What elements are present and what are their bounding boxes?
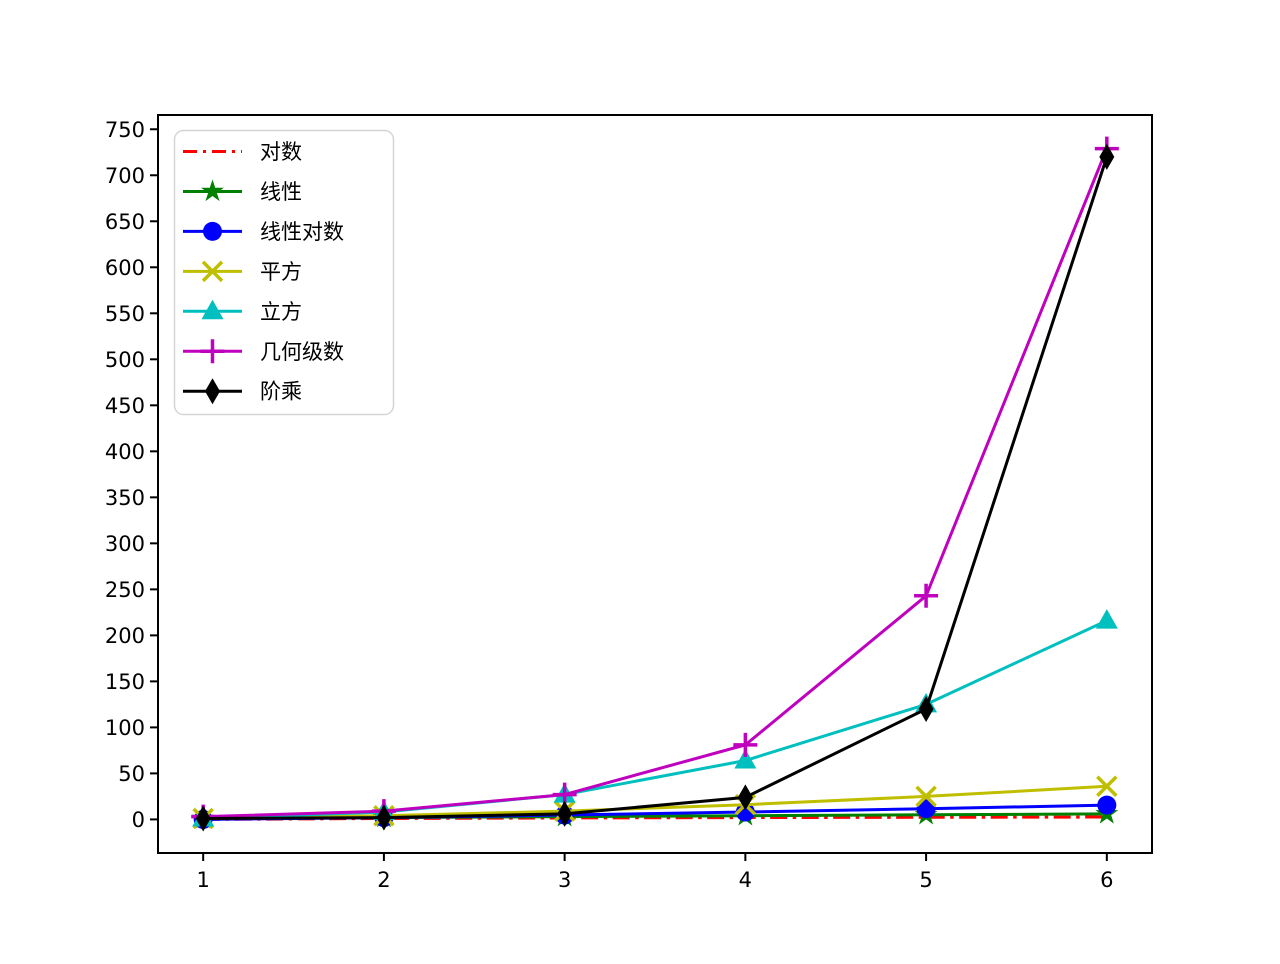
legend-label: 线性对数 xyxy=(260,220,344,244)
thin-diamond-marker xyxy=(918,695,934,722)
legend-entry-cube: 立方 xyxy=(183,299,302,324)
legend-entry-log: 对数 xyxy=(183,140,302,164)
plot-frame xyxy=(157,114,1153,854)
x-marker xyxy=(1096,775,1118,798)
circle-marker xyxy=(1097,795,1117,815)
y-tick-label: 0 xyxy=(132,808,145,832)
series-line-factorial xyxy=(203,156,1109,820)
circle-marker xyxy=(916,799,936,819)
plus-marker xyxy=(733,732,758,757)
legend-label: 平方 xyxy=(260,260,302,284)
x-tick-label: 3 xyxy=(558,868,571,892)
x-marker xyxy=(201,260,224,283)
thin-diamond-marker xyxy=(376,804,392,831)
circle-marker xyxy=(203,221,222,241)
series-line-geometric xyxy=(203,148,1109,819)
y-tick-label: 600 xyxy=(105,256,145,280)
y-tick-label: 250 xyxy=(105,578,145,602)
x-marker xyxy=(915,785,937,808)
x-axis: 1 2 3 4 5 6 xyxy=(196,853,1114,892)
y-tick-label: 300 xyxy=(105,532,145,556)
legend-label: 对数 xyxy=(260,140,302,164)
legend-entry-factorial: 阶乘 xyxy=(183,378,302,405)
triangle-up-marker xyxy=(201,299,224,320)
y-tick-label: 650 xyxy=(105,210,145,234)
legend-entry-geometric: 几何级数 xyxy=(183,339,344,364)
plus-marker xyxy=(914,583,939,608)
legend-label: 线性 xyxy=(260,180,302,204)
series-geometric xyxy=(191,136,1119,829)
legend-label: 立方 xyxy=(260,300,302,324)
x-tick-label: 2 xyxy=(377,868,390,892)
legend-box xyxy=(173,129,395,416)
y-tick-label: 700 xyxy=(105,164,145,188)
thin-diamond-marker xyxy=(195,805,211,832)
legend-label: 几何级数 xyxy=(260,340,344,364)
series-line-square xyxy=(203,784,1107,820)
x-tick-label: 4 xyxy=(739,868,752,892)
y-tick-label: 750 xyxy=(105,118,145,142)
star-marker xyxy=(201,179,224,202)
triangle-up-marker xyxy=(734,749,757,769)
y-axis: 0 50 100 150 200 250 300 350 400 450 500 550 600 650 7… xyxy=(105,118,158,832)
thin-diamond-marker xyxy=(205,378,220,405)
y-tick-label: 50 xyxy=(118,762,145,786)
triangle-up-marker xyxy=(1095,609,1118,629)
plus-marker xyxy=(200,339,225,364)
legend-entry-n-log-n: 线性对数 xyxy=(183,220,344,244)
legend-label: 阶乘 xyxy=(260,380,302,404)
y-tick-label: 100 xyxy=(105,716,145,740)
y-tick-label: 500 xyxy=(105,348,145,372)
y-tick-label: 450 xyxy=(105,394,145,418)
y-tick-label: 400 xyxy=(105,440,145,464)
series-factorial xyxy=(195,143,1115,832)
y-tick-label: 350 xyxy=(105,486,145,510)
thin-diamond-marker xyxy=(557,800,573,827)
thin-diamond-marker xyxy=(737,784,753,811)
x-tick-label: 1 xyxy=(196,868,209,892)
thin-diamond-marker xyxy=(1099,143,1115,170)
y-tick-label: 200 xyxy=(105,624,145,648)
x-tick-label: 5 xyxy=(919,868,932,892)
y-tick-label: 550 xyxy=(105,302,145,326)
legend-entry-linear: 线性 xyxy=(183,179,302,204)
legend-entry-square: 平方 xyxy=(183,260,302,284)
y-tick-label: 150 xyxy=(105,670,145,694)
x-tick-label: 6 xyxy=(1100,868,1113,892)
